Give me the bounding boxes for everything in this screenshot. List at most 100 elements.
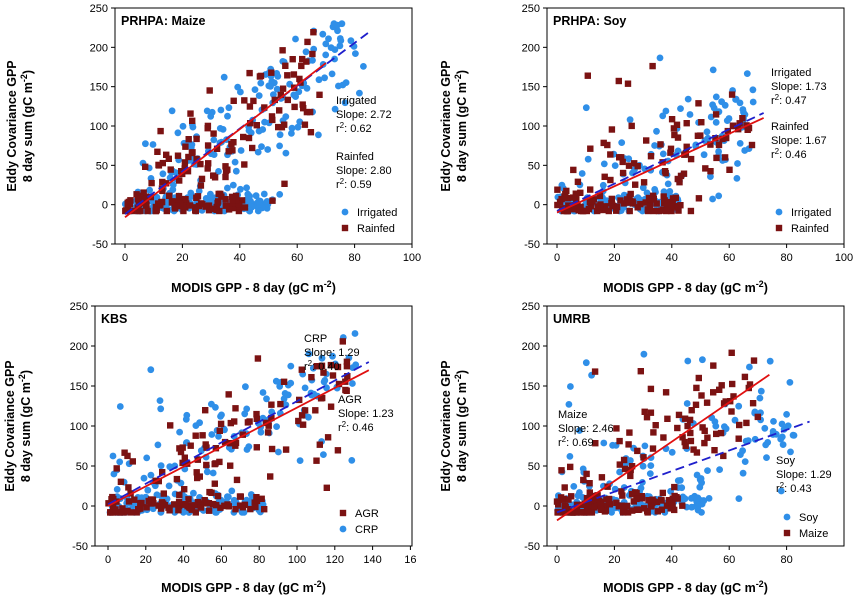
annotation-text: r2: 0.46 [338,420,374,434]
point-rainfed [284,72,291,79]
legend-label: Rainfed [357,223,395,235]
point-maize [728,349,735,356]
point-rainfed [246,69,253,77]
point-maize [718,382,725,389]
point-maize [679,502,686,509]
point-crp [257,428,265,436]
point-crp [165,482,173,490]
point-agr [199,432,206,439]
point-irrigated [210,136,218,144]
y-tick-label: 0 [102,200,108,212]
x-tick-label: 80 [780,252,792,264]
point-rainfed [748,141,756,149]
point-rainfed [667,145,675,152]
point-rainfed [205,160,212,167]
point-irrigated [255,197,263,205]
point-maize [578,509,585,516]
point-agr [277,400,284,408]
point-rainfed [707,168,714,175]
point-crp [116,403,124,410]
point-soy [763,454,770,461]
fit-line-crp [107,361,370,506]
point-soy [783,411,790,418]
point-rainfed [197,160,204,168]
point-rainfed [583,207,590,215]
point-rainfed [670,125,678,132]
x-tick-label: 60 [291,252,303,264]
point-maize [710,362,717,369]
point-agr [232,439,240,446]
x-axis-label: MODIS GPP - 8 day (gC m-2) [171,279,336,295]
point-irrigated [267,83,274,90]
point-agr [192,509,199,516]
point-maize [616,437,623,445]
point-irrigated [582,104,590,112]
point-maize [660,434,667,441]
point-crp [245,443,253,450]
point-rainfed [183,200,190,207]
point-maize [602,502,609,510]
point-agr [194,498,202,506]
panel-3: -50 0 50 100 150 200 250 0 20 40 60 80 100 120 140 16 KB… [3,301,417,595]
point-irrigated [322,40,330,48]
point-maize [690,446,697,453]
point-agr [216,427,223,434]
point-rainfed [167,166,174,173]
point-crp [176,428,184,436]
x-tick-label: 20 [608,554,620,566]
point-maize [687,429,694,437]
point-rainfed [564,207,571,215]
point-agr [205,500,213,507]
x-axis-label: MODIS GPP - 8 day (gC m-2) [603,579,768,595]
point-soy [565,401,573,408]
point-rainfed [579,207,586,215]
point-agr [214,492,222,500]
point-maize [664,415,671,422]
point-rainfed [268,113,276,120]
point-rainfed [230,204,237,212]
point-agr [175,498,183,506]
point-irrigated [189,123,197,131]
point-soy [756,394,764,402]
point-rainfed [222,196,229,203]
point-agr [110,495,117,503]
point-crp [352,361,360,369]
point-maize [703,399,711,406]
point-rainfed [647,153,655,160]
point-maize [620,456,628,464]
point-irrigated [325,35,332,43]
point-rainfed [745,124,753,132]
point-irrigated [276,131,284,139]
point-irrigated [662,107,670,115]
point-irrigated [229,181,237,189]
y-tick-label: 150 [522,381,540,393]
point-maize [730,393,737,400]
legend-marker [783,513,791,521]
point-irrigated [330,20,338,28]
point-rainfed [163,180,170,187]
point-crp [113,486,121,493]
point-maize [692,401,700,408]
point-maize [652,422,659,429]
point-soy [700,497,708,505]
point-rainfed [210,172,217,179]
point-maize [671,506,678,514]
point-soy [735,402,743,410]
point-irrigated [217,106,225,114]
point-maize [649,496,656,503]
annotation-text: Irrigated [336,95,376,107]
point-agr [247,505,254,513]
point-irrigated [149,141,157,148]
point-rainfed [176,177,183,184]
point-soy [566,453,574,460]
point-rainfed [558,195,565,203]
point-agr [253,410,260,418]
point-soy [639,462,647,470]
point-irrigated [584,155,592,163]
point-soy [735,495,743,502]
annotation-text: Soy [776,455,795,467]
annotation-text: Rainfed [336,151,374,163]
point-rainfed [189,117,196,124]
point-rainfed [204,142,212,149]
